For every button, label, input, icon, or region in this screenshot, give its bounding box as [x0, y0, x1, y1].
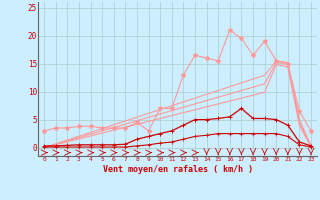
- X-axis label: Vent moyen/en rafales ( km/h ): Vent moyen/en rafales ( km/h ): [103, 165, 252, 174]
